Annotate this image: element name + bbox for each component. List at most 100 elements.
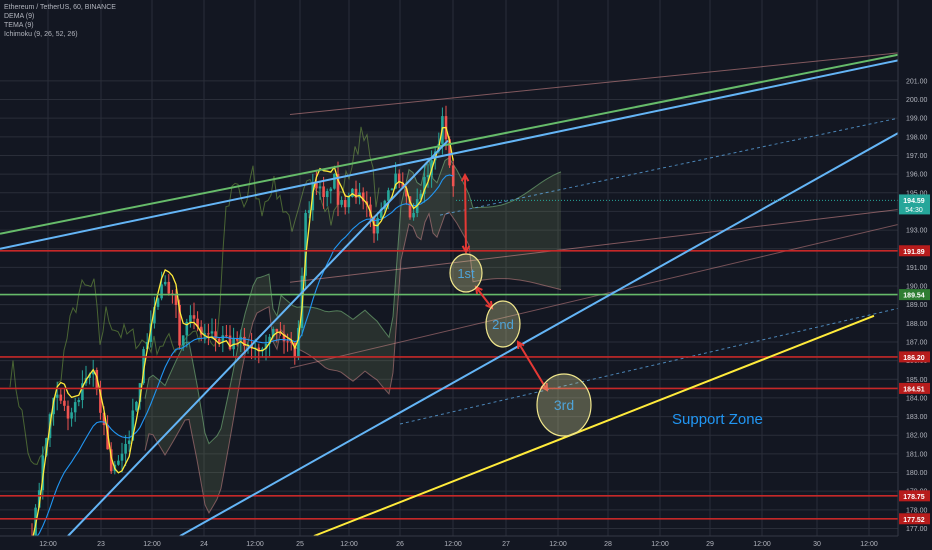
price-tag-184.51 bbox=[899, 382, 930, 394]
time-tick-label: 26 bbox=[396, 541, 404, 548]
price-tick-label: 178.00 bbox=[906, 507, 928, 514]
time-tick-label: 12:00 bbox=[340, 541, 358, 548]
candle-up bbox=[156, 298, 160, 307]
candle-up bbox=[297, 327, 300, 357]
candle-down bbox=[293, 342, 297, 357]
price-tick-label: 187.00 bbox=[906, 339, 928, 346]
candle-down bbox=[315, 182, 318, 189]
candle-up bbox=[77, 400, 81, 403]
yellow-trendline bbox=[313, 314, 875, 537]
candle-down bbox=[217, 338, 221, 343]
time-tick-label: 25 bbox=[296, 541, 304, 548]
price-tag-189.54 bbox=[899, 289, 930, 301]
indicator-tema-label[interactable]: TEMA (9) bbox=[4, 22, 34, 29]
candle-up bbox=[45, 438, 48, 456]
candle-down bbox=[243, 336, 246, 346]
candle-down bbox=[286, 341, 289, 343]
indicator-ichimoku-label[interactable]: Ichimoku (9, 26, 52, 26) bbox=[4, 31, 78, 38]
blue-trendline-steep bbox=[67, 139, 449, 537]
candle-up bbox=[153, 306, 156, 324]
arrow-to-1st-head bbox=[461, 245, 471, 255]
time-tick-label: 12:00 bbox=[549, 541, 567, 548]
countdown-text: 54:30 bbox=[905, 207, 923, 214]
candle-up bbox=[426, 175, 430, 178]
candle-down bbox=[66, 405, 70, 419]
price-tick-label: 199.00 bbox=[906, 116, 928, 123]
candle-down bbox=[178, 304, 181, 346]
arrow-to-1st-head bbox=[460, 172, 470, 182]
time-axis-bg bbox=[0, 536, 932, 550]
candle-up bbox=[333, 173, 336, 189]
level-circle-2 bbox=[485, 300, 521, 348]
price-tick-label: 181.00 bbox=[906, 451, 928, 458]
candle-up bbox=[351, 188, 354, 197]
time-tick-label: 12:00 bbox=[143, 541, 161, 548]
time-tick-label: 12:00 bbox=[753, 541, 771, 548]
candle-down bbox=[225, 335, 228, 337]
candle-up bbox=[423, 177, 426, 194]
annotations: 1st 2nd 3rd Support Zone bbox=[449, 172, 763, 437]
level-label-1: 1st bbox=[457, 266, 475, 281]
time-tick-label: 12:00 bbox=[39, 541, 57, 548]
tema-line bbox=[31, 126, 454, 542]
candle-up bbox=[142, 349, 145, 384]
candle-up bbox=[81, 383, 84, 401]
candle-up bbox=[135, 401, 138, 411]
candle-up bbox=[88, 374, 91, 378]
arrow-2nd-to-3rd-head bbox=[516, 340, 525, 350]
candle-down bbox=[401, 182, 405, 189]
candle-up bbox=[318, 186, 322, 189]
price-tag-text: 189.54 bbox=[903, 293, 925, 300]
candle-down bbox=[228, 335, 232, 350]
candle-up bbox=[52, 397, 55, 415]
senkou-span-b bbox=[144, 211, 562, 514]
price-tick-label: 188.00 bbox=[906, 321, 928, 328]
time-tick-label: 30 bbox=[813, 541, 821, 548]
candle-down bbox=[59, 394, 63, 401]
candle-down bbox=[214, 331, 217, 339]
price-tick-label: 198.00 bbox=[906, 134, 928, 141]
price-tag-191.89 bbox=[899, 245, 930, 257]
candle-down bbox=[289, 341, 293, 343]
candle-down bbox=[343, 200, 347, 208]
senkou-span-a bbox=[144, 157, 562, 445]
candle-down bbox=[199, 326, 203, 335]
candle-down bbox=[448, 139, 451, 166]
price-tick-label: 189.00 bbox=[906, 302, 928, 309]
channel-line-lower bbox=[289, 223, 899, 369]
current-price-text: 194.59 bbox=[903, 198, 925, 205]
candle-down bbox=[102, 412, 106, 426]
candle-up bbox=[390, 188, 394, 191]
price-tick-label: 177.00 bbox=[906, 526, 928, 533]
level-circle-1 bbox=[449, 253, 483, 293]
time-tick-label: 28 bbox=[604, 541, 612, 548]
price-tick-label: 196.00 bbox=[906, 172, 928, 179]
candle-up bbox=[412, 212, 415, 218]
candle-down bbox=[174, 295, 178, 305]
time-tick-label: 29 bbox=[706, 541, 714, 548]
candle-up bbox=[347, 196, 351, 208]
candle-up bbox=[160, 284, 163, 299]
price-tick-label: 197.00 bbox=[906, 153, 928, 160]
candle-up bbox=[329, 188, 333, 192]
indicator-dema-label[interactable]: DEMA (9) bbox=[4, 13, 35, 20]
candle-down bbox=[196, 318, 199, 327]
candle-up bbox=[124, 443, 127, 454]
support-zone-label: Support Zone bbox=[672, 411, 763, 428]
dashed-trend-upper bbox=[439, 117, 899, 216]
symbol-title: Ethereum / TetherUS, 60, BINANCE bbox=[4, 4, 116, 11]
candle-up bbox=[419, 193, 423, 200]
drawings bbox=[0, 52, 899, 537]
candle-down bbox=[106, 425, 109, 450]
price-tick-label: 201.00 bbox=[906, 78, 928, 85]
time-tick-label: 12:00 bbox=[651, 541, 669, 548]
time-tick-label: 27 bbox=[502, 541, 510, 548]
candle-down bbox=[282, 334, 286, 342]
arrow-1st-to-2nd bbox=[475, 286, 493, 309]
price-tag-177.52 bbox=[899, 513, 930, 525]
candle-down bbox=[235, 338, 239, 341]
